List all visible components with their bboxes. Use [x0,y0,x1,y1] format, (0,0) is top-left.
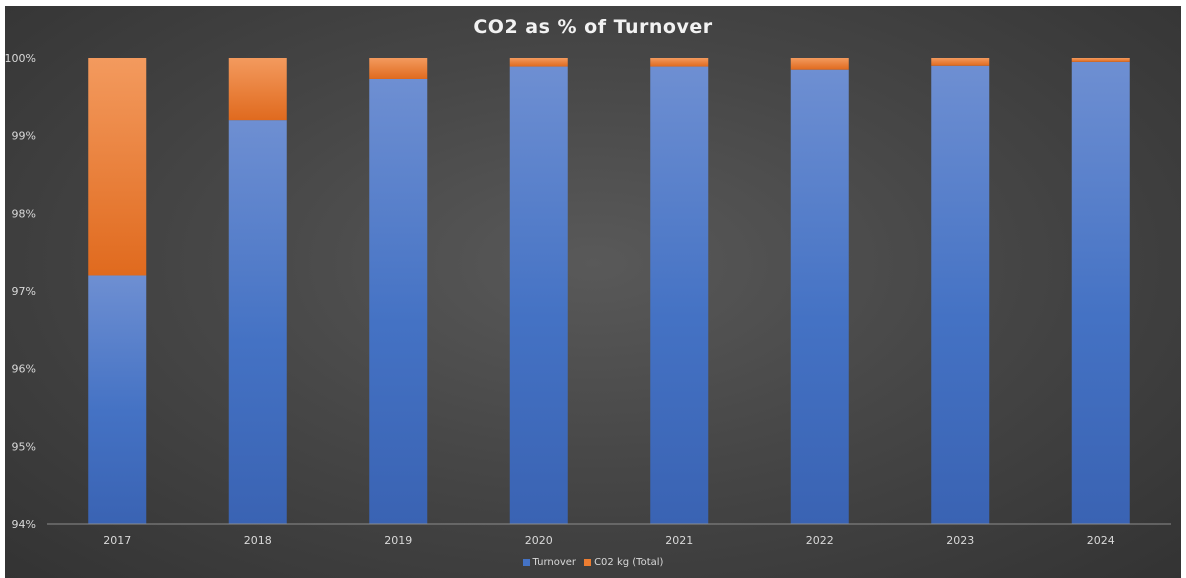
chart-frame: 94% 95% 96% 97% 98% 99% 100% 2017 2018 2019 2020 2… [5,6,1181,578]
x-tick-label-2020: 2020 [525,534,553,547]
y-tick-label: 95% [12,440,36,453]
legend-entry-turnover: Turnover [522,557,577,568]
legend-entry-co2: C02 kg (Total) [584,557,663,568]
bar-turnover-2024 [1071,61,1130,525]
legend: Turnover C02 kg (Total) [5,557,1181,568]
bars [88,58,1130,525]
bar-turnover-2023 [931,65,990,524]
x-axis-labels: 2017 2018 2019 2020 2021 2022 2023 2024 [103,534,1115,547]
bar-co2-2018 [228,58,287,121]
y-tick-label: 99% [12,130,36,143]
bar-co2-2019 [369,58,428,79]
y-tick-label: 97% [12,285,36,298]
bar-turnover-2017 [88,275,147,524]
x-tick-label-2017: 2017 [103,534,131,547]
x-tick-label-2023: 2023 [946,534,974,547]
y-tick-label: 94% [12,518,36,531]
chart-title: CO2 as % of Turnover [473,16,713,38]
legend-label-turnover: Turnover [532,557,577,568]
legend-swatch-co2 [584,559,592,566]
bar-turnover-2022 [790,69,849,525]
x-tick-label-2022: 2022 [806,534,834,547]
x-tick-label-2019: 2019 [384,534,412,547]
y-tick-label: 96% [12,363,36,376]
x-tick-label-2018: 2018 [244,534,272,547]
x-tick-label-2021: 2021 [665,534,693,547]
y-tick-label: 98% [12,207,36,220]
bar-turnover-2019 [369,78,428,524]
y-tick-label: 100% [5,52,36,65]
bar-co2-2023 [931,58,990,66]
legend-swatch-turnover [522,559,530,566]
bar-co2-2022 [790,58,849,70]
legend-label-co2: C02 kg (Total) [594,557,664,568]
bar-turnover-2021 [650,66,709,524]
bar-turnover-2018 [228,120,287,524]
bar-co2-2021 [650,58,709,67]
x-tick-label-2024: 2024 [1087,534,1115,547]
y-axis-labels: 94% 95% 96% 97% 98% 99% 100% [5,52,36,531]
bar-turnover-2020 [509,66,568,524]
bar-co2-2017 [88,58,147,276]
bar-co2-2020 [509,58,568,67]
bar-co2-2024 [1071,58,1130,62]
chart-plot: 94%95%96%97%98%99%100% 2017 2018 2019 2020 2… [5,52,1171,547]
